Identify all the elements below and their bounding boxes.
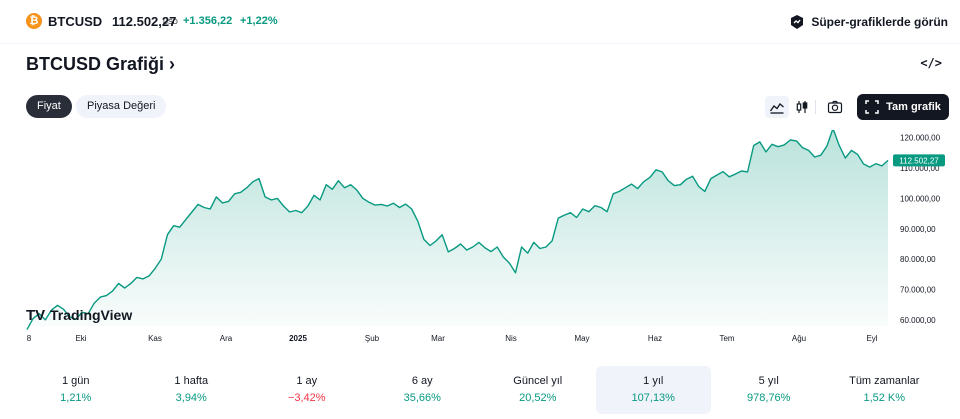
period-label: 5 yıl — [758, 375, 779, 387]
y-tick-label: 70.000,00 — [900, 286, 936, 295]
period-value: 107,13% — [631, 392, 675, 404]
period-label: 1 ay — [296, 375, 318, 387]
x-axis: 8 Eki Kas Ara 2025 Şub Mar Nis May Haz Tem Ağu Eyl — [27, 334, 878, 343]
fullscreen-label: Tam grafik — [886, 101, 941, 113]
period-label: 1 hafta — [174, 375, 209, 387]
x-tick-label: Şub — [365, 334, 380, 343]
tradingview-logo-icon: TV — [26, 307, 45, 324]
symbol-header: ₿ BTCUSD 112.502,27 USD +1.356,22 +1,22%… — [0, 0, 960, 44]
period-value: 3,94% — [175, 392, 207, 404]
period-ytd[interactable]: Güncel yıl 20,52% — [480, 366, 596, 414]
candles-button[interactable] — [790, 96, 814, 118]
x-tick-label: Ağu — [792, 334, 806, 343]
period-1m[interactable]: 1 ay −3,42% — [249, 366, 365, 414]
period-label: Güncel yıl — [513, 375, 563, 387]
x-tick-label: 2025 — [289, 334, 307, 343]
x-tick-label: May — [574, 334, 589, 343]
last-price-box — [893, 154, 945, 167]
last-price-label: 112.502,27 — [899, 156, 939, 165]
y-tick-label: 100.000,00 — [900, 194, 941, 203]
period-label: 1 gün — [61, 375, 90, 387]
fullscreen-icon — [865, 100, 879, 114]
embed-code-icon[interactable]: </> — [920, 56, 942, 70]
period-all[interactable]: Tüm zamanlar 1,52 K% — [827, 366, 943, 414]
price-change: +1.356,22 — [183, 15, 233, 27]
price-line — [26, 130, 889, 330]
y-tick-label: 80.000,00 — [900, 255, 936, 264]
price-change-percent: +1,22% — [240, 15, 278, 27]
period-value: 20,52% — [519, 392, 557, 404]
camera-icon — [827, 100, 843, 114]
x-tick-label: Haz — [648, 334, 662, 343]
period-1w[interactable]: 1 hafta 3,94% — [134, 366, 250, 414]
tab-market-cap[interactable]: Piyasa Değeri — [76, 95, 167, 118]
period-value: −3,42% — [287, 392, 326, 404]
period-value: 35,66% — [403, 392, 441, 404]
price-chart[interactable]: 120.000,00 110.000,00 100.000,00 90.000,00 8… — [0, 130, 960, 350]
chevron-right-icon: › — [169, 54, 176, 74]
period-value: 1,21% — [60, 392, 92, 404]
period-value: 1,52 K% — [863, 392, 906, 404]
period-value: 978,76% — [747, 392, 791, 404]
price-currency: USD — [163, 19, 178, 26]
period-label: Tüm zamanlar — [849, 375, 920, 387]
bitcoin-coin-icon: ₿ — [26, 13, 42, 29]
toolbar-divider — [815, 100, 816, 114]
x-tick-label: Mar — [431, 334, 445, 343]
period-5y[interactable]: 5 yıl 978,76% — [711, 366, 827, 414]
price-area — [27, 130, 888, 330]
x-tick-label: Ara — [220, 334, 233, 343]
fullscreen-button[interactable]: Tam grafik — [857, 94, 949, 120]
super-charts-label: Süper-grafiklerde görün — [811, 15, 948, 29]
period-6m[interactable]: 6 ay 35,66% — [365, 366, 481, 414]
x-tick-label: Kas — [148, 334, 162, 343]
y-tick-label: 110.000,00 — [900, 164, 940, 173]
y-tick-label: 120.000,00 — [900, 134, 941, 143]
y-axis: 120.000,00 110.000,00 100.000,00 90.000,00 8… — [900, 134, 941, 325]
y-tick-label: 60.000,00 — [900, 316, 936, 325]
y-tick-label: 90.000,00 — [900, 225, 936, 234]
x-tick-label: Eyl — [866, 334, 877, 343]
tab-price[interactable]: Fiyat — [26, 95, 72, 118]
symbol-ticker[interactable]: BTCUSD — [48, 14, 103, 29]
page-title[interactable]: BTCUSD Grafiği › — [26, 54, 175, 75]
period-1d[interactable]: 1 gün 1,21% — [18, 366, 134, 414]
period-1y[interactable]: 1 yıl 107,13% — [595, 366, 711, 414]
area-chart-button[interactable] — [765, 96, 789, 118]
x-tick-label: 8 — [27, 334, 32, 343]
screenshot-button[interactable] — [823, 96, 847, 118]
tradingview-brand: TradingView — [50, 307, 132, 323]
x-tick-label: Tem — [719, 334, 734, 343]
period-label: 6 ay — [411, 375, 433, 387]
page-title-text: BTCUSD Grafiği — [26, 54, 165, 74]
period-label: 1 yıl — [643, 375, 664, 387]
super-charts-link[interactable]: Süper-grafiklerde görün — [789, 14, 948, 30]
period-selector: 1 gün 1,21% 1 hafta 3,94% 1 ay −3,42% 6 ay 3… — [18, 366, 942, 414]
x-tick-label: Eki — [75, 334, 86, 343]
tradingview-watermark: TV TradingView — [26, 307, 132, 324]
x-tick-label: Nis — [505, 334, 517, 343]
last-price-marker: 112.502,27 — [893, 154, 945, 167]
area-chart-icon — [769, 103, 784, 114]
last-price: 112.502,27 — [112, 14, 177, 29]
super-charts-icon — [791, 15, 804, 29]
candles-icon — [796, 101, 808, 113]
